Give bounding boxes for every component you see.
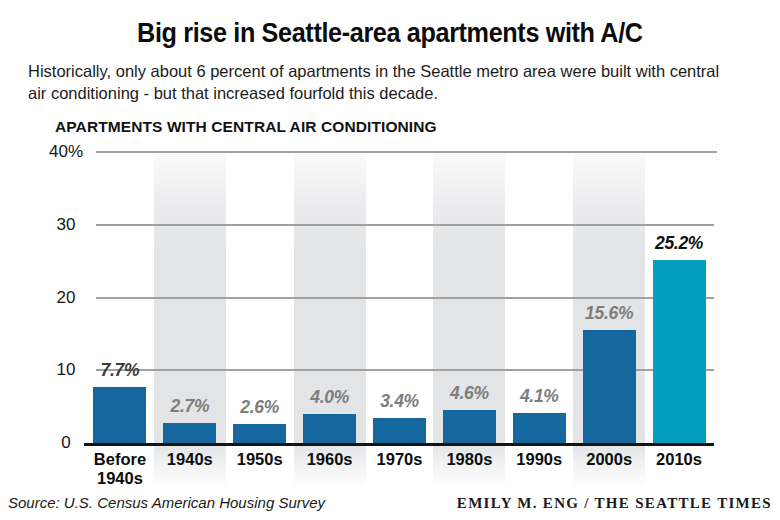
bar-value-label-2000s: 15.6%: [564, 303, 654, 324]
y-tick-label-40: 40%: [46, 142, 86, 162]
bar-2000s: [583, 330, 636, 443]
y-tick-label-30: 30: [46, 215, 86, 235]
x-tick-label-1970s: 1970s: [361, 450, 439, 469]
source-note: Source: U.S. Census American Housing Sur…: [8, 494, 325, 511]
x-axis-line: [84, 443, 714, 446]
page-title: Big rise in Seattle-area apartments with…: [0, 17, 780, 49]
x-tick-label-2000s: 2000s: [570, 450, 648, 469]
x-tick-label-1950s: 1950s: [221, 450, 299, 469]
bar-value-label-before-1940s: 7.7%: [75, 360, 165, 381]
y-tick-label-20: 20: [46, 288, 86, 308]
y-tick-label-0: 0: [46, 433, 86, 453]
chart-subtitle: Historically, only about 6 percent of ap…: [28, 60, 734, 104]
x-tick-label-2010s: 2010s: [640, 450, 718, 469]
bar-1940s: [163, 423, 216, 443]
infographic-card: Big rise in Seattle-area apartments with…: [0, 0, 780, 520]
chart-section-heading: APARTMENTS WITH CENTRAL AIR CONDITIONING: [55, 118, 437, 136]
page-title-text: Big rise in Seattle-area apartments with…: [137, 17, 643, 49]
bar-1950s: [233, 424, 286, 443]
x-tick-label-1980s: 1980s: [430, 450, 508, 469]
bar-1960s: [303, 414, 356, 443]
gridline-40: [96, 151, 717, 153]
x-tick-label-1960s: 1960s: [291, 450, 369, 469]
gridline-30: [96, 224, 714, 226]
bar-1970s: [373, 418, 426, 443]
gridline-20: [96, 297, 714, 299]
x-tick-label-before-1940s: Before 1940s: [81, 450, 159, 488]
bar-value-label-1990s: 4.1%: [494, 386, 584, 407]
bar-1990s: [513, 413, 566, 443]
bar-before-1940s: [93, 387, 146, 443]
bar-2010s: [653, 260, 706, 443]
x-tick-label-1990s: 1990s: [500, 450, 578, 469]
byline-credit: EMILY M. ENG / THE SEATTLE TIMES: [457, 495, 772, 512]
x-tick-label-1940s: 1940s: [151, 450, 229, 469]
bar-1980s: [443, 410, 496, 443]
bar-value-label-2010s: 25.2%: [634, 233, 724, 254]
